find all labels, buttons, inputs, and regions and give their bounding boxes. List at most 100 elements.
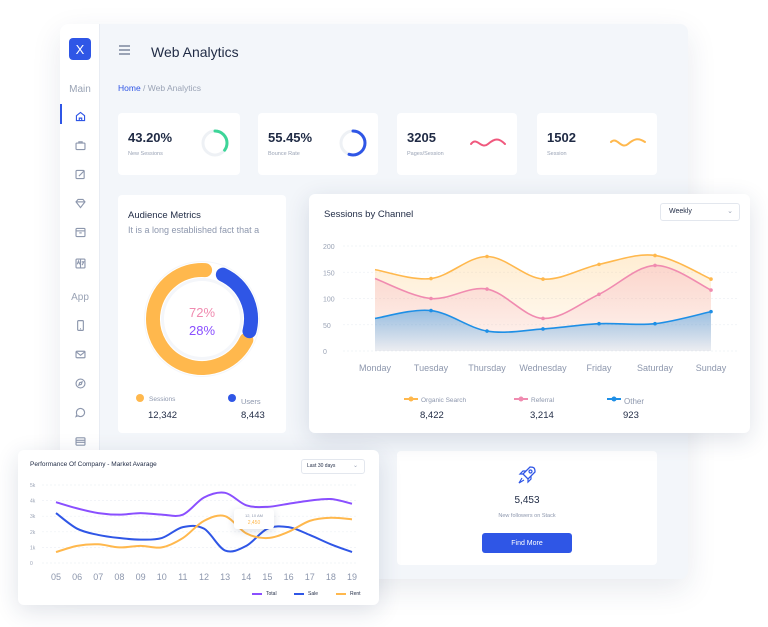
translate-icon[interactable] [72, 255, 88, 271]
stat-value: 3205 [407, 130, 436, 145]
x-tick-label: 13 [220, 572, 230, 582]
stat-card-new-sessions[interactable]: 43.20% New Sessions [118, 113, 240, 175]
page-title: Web Analytics [151, 44, 239, 60]
data-point [485, 287, 489, 291]
mail-icon[interactable] [72, 346, 88, 362]
x-tick-label: 07 [93, 572, 103, 582]
data-point [653, 321, 657, 326]
sale-legend-swatch [294, 593, 304, 595]
referral-legend-value: 3,214 [530, 410, 554, 421]
briefcase-icon[interactable] [72, 137, 88, 153]
x-tick-label: 17 [305, 572, 315, 582]
users-legend-value: 8,443 [241, 410, 265, 421]
y-tick-label: 1k [30, 545, 36, 551]
x-tick-label: 19 [347, 572, 357, 582]
dropdown-value: Last 30 days [307, 463, 336, 469]
x-tick-label: Tuesday [414, 363, 449, 373]
sessions-area-chart: 0 50 100 150 200 Monday Tuesday Thursday Wednesd… [323, 244, 739, 373]
x-tick-label: 15 [262, 572, 272, 582]
sessions-legend-value: 12,342 [148, 410, 178, 421]
stat-sparkline [470, 138, 506, 147]
stat-sparkline [610, 138, 646, 147]
data-point [485, 254, 489, 259]
audience-subtitle: It is a long established fact that a [128, 225, 260, 235]
data-point [597, 262, 601, 267]
breadcrumb: Home / Web Analytics [118, 83, 201, 93]
stat-ring [339, 129, 367, 157]
x-tick-label: 18 [326, 572, 336, 582]
series-line [55, 512, 353, 554]
data-point [597, 321, 601, 326]
home-icon[interactable] [72, 108, 88, 124]
data-point [597, 292, 601, 297]
sessions-legend-dot [136, 394, 144, 402]
sessions-chart-title: Sessions by Channel [324, 209, 414, 220]
tooltip-value: 2,450 [247, 520, 261, 526]
x-tick-label: Sunday [696, 363, 727, 373]
y-tick-label: 3k [30, 514, 36, 520]
sidebar-section-main: Main [69, 84, 91, 95]
y-tick-label: 0 [30, 561, 33, 567]
stat-card-bounce-rate[interactable]: 55.45% Bounce Rate [258, 113, 378, 175]
data-point [541, 277, 545, 281]
archive-icon[interactable] [72, 224, 88, 240]
data-point [541, 316, 545, 321]
find-more-button[interactable]: Find More [482, 533, 572, 553]
stat-label: Pages/Session [407, 151, 444, 157]
performance-period-dropdown[interactable]: Last 30 days ⌄ [301, 459, 365, 474]
x-tick-label: 14 [241, 572, 251, 582]
stat-label: New Sessions [128, 151, 163, 157]
series-line [55, 491, 353, 517]
sale-legend-label: Sale [308, 591, 319, 597]
compass-icon[interactable] [72, 375, 88, 391]
menu-toggle-icon[interactable] [119, 45, 130, 57]
edit-icon[interactable] [72, 166, 88, 182]
series-line [55, 514, 353, 554]
tooltip-title: 12, 10 AM [244, 513, 263, 518]
users-legend-label: Users [241, 397, 261, 406]
y-tick-label: 4k [30, 499, 36, 505]
data-point [653, 253, 657, 258]
logo[interactable]: X [69, 38, 91, 60]
data-point [541, 327, 545, 331]
followers-label: New followers on Stack [498, 513, 556, 519]
rent-legend-label: Rent [350, 591, 361, 597]
card-icon[interactable] [72, 433, 88, 449]
sessions-period-dropdown[interactable]: Weekly ⌄ [660, 203, 740, 221]
donut-users-arc [215, 267, 258, 339]
data-point [429, 296, 433, 301]
data-point [709, 309, 713, 314]
donut-users-percent: 28% [189, 323, 215, 338]
other-legend-value: 923 [623, 410, 639, 421]
other-legend-label: Other [624, 397, 645, 406]
rocket-icon [518, 466, 536, 484]
stat-card-session[interactable]: 1502 Session [537, 113, 657, 175]
stat-label: Bounce Rate [268, 151, 300, 157]
mobile-icon[interactable] [72, 317, 88, 333]
x-tick-label: 11 [178, 572, 187, 582]
audience-metrics-card: Audience Metrics It is a long establishe… [118, 195, 286, 433]
y-tick-label: 5k [30, 483, 36, 489]
stat-card-pages-session[interactable]: 3205 Pages/Session [397, 113, 517, 175]
y-tick-label: 100 [323, 297, 335, 304]
organic-search-legend-value: 8,422 [420, 410, 444, 421]
x-tick-label: Friday [586, 363, 612, 373]
diamond-icon[interactable] [72, 195, 88, 211]
total-legend-swatch [252, 593, 262, 595]
data-point [429, 308, 433, 313]
x-tick-label: 05 [51, 572, 61, 582]
y-tick-label: 150 [323, 270, 335, 277]
x-tick-label: 09 [136, 572, 146, 582]
y-tick-label: 0 [323, 349, 327, 356]
breadcrumb-home-link[interactable]: Home [118, 83, 141, 93]
stat-value: 43.20% [128, 130, 173, 145]
donut-sessions-percent: 72% [189, 305, 215, 320]
followers-value: 5,453 [514, 495, 540, 506]
referral-legend-swatch [514, 396, 528, 402]
chat-icon[interactable] [72, 404, 88, 420]
sessions-legend-label: Sessions [149, 396, 176, 403]
rent-legend-swatch [336, 593, 346, 595]
total-legend-label: Total [266, 591, 277, 597]
data-point [653, 263, 657, 268]
